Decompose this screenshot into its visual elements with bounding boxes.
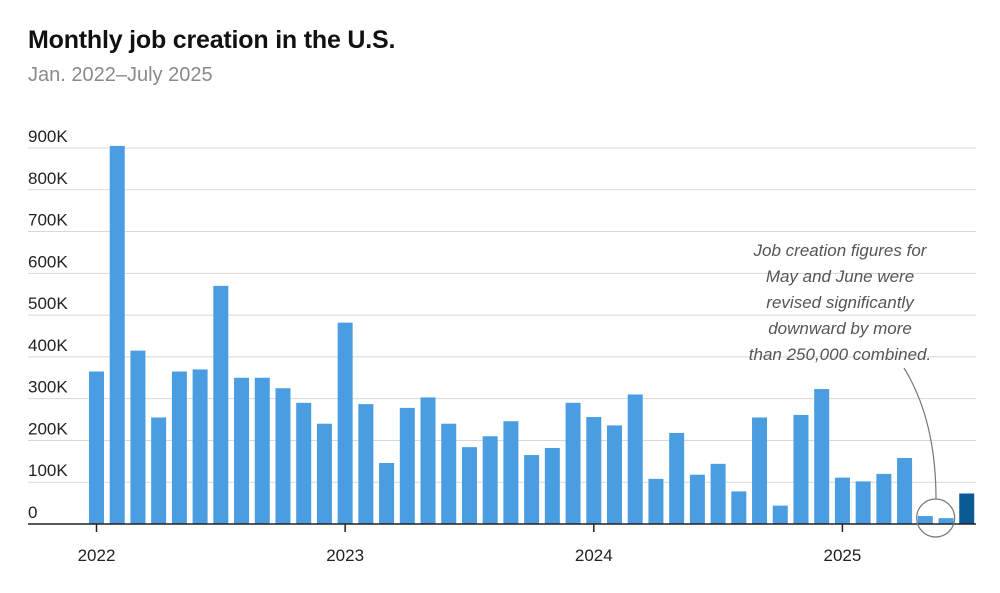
bar-2024-01 — [586, 417, 602, 524]
annotation-leader-line — [903, 367, 937, 500]
x-axis-ticks: 2022 2023 2024 2025 — [78, 524, 862, 565]
bar-2023-03 — [379, 463, 395, 524]
bar-2023-12 — [565, 402, 581, 524]
bar-2024-12 — [814, 389, 830, 524]
y-tick-label: 500K — [28, 294, 68, 313]
bar-2023-07 — [461, 447, 477, 524]
y-tick-label: 0 — [28, 503, 37, 522]
bar-2023-09 — [503, 421, 519, 524]
annotation-text-line: revised significantly — [766, 293, 915, 312]
bars — [89, 145, 975, 524]
bar-2022-05 — [171, 371, 187, 524]
bar-2023-04 — [399, 407, 415, 524]
bar-2022-09 — [254, 377, 270, 524]
bar-2025-07 — [959, 493, 975, 524]
annotation-text-line: than 250,000 combined. — [749, 345, 931, 364]
x-tick-label: 2025 — [824, 546, 862, 565]
x-tick-label: 2024 — [575, 546, 613, 565]
bar-2024-04 — [648, 478, 664, 524]
bar-2025-01 — [834, 477, 850, 524]
y-tick-label: 300K — [28, 378, 68, 397]
bar-2024-02 — [607, 425, 622, 524]
bar-2022-02 — [109, 145, 125, 524]
bar-2022-03 — [130, 350, 146, 524]
bar-2024-10 — [772, 505, 788, 524]
bar-2023-11 — [544, 447, 560, 524]
gridlines — [28, 147, 976, 483]
y-tick-label: 800K — [28, 169, 68, 188]
bar-2022-06 — [192, 369, 208, 524]
y-tick-label: 200K — [28, 419, 68, 438]
annotation-text-line: May and June were — [766, 267, 914, 286]
bar-2023-10 — [524, 455, 540, 524]
y-tick-label: 900K — [28, 127, 68, 146]
bar-2024-03 — [627, 394, 643, 524]
bar-2024-11 — [793, 414, 809, 524]
annotation-circle — [916, 498, 956, 538]
bar-2024-06 — [689, 474, 705, 524]
bar-2023-05 — [420, 397, 436, 524]
bar-2025-03 — [876, 473, 892, 524]
chart-subtitle: Jan. 2022–July 2025 — [28, 64, 213, 86]
bar-2024-09 — [752, 417, 768, 524]
y-axis-ticks: 0 100K 200K 300K 400K 500K 600K 700K 800K 900K — [28, 127, 68, 522]
bar-2022-12 — [316, 423, 332, 524]
x-tick-label: 2022 — [78, 546, 116, 565]
y-tick-label: 100K — [28, 461, 68, 480]
y-tick-label: 700K — [28, 211, 68, 230]
bar-2024-08 — [731, 491, 747, 524]
annotation-text-line: downward by more — [768, 319, 912, 338]
bar-2023-02 — [358, 404, 374, 524]
y-tick-label: 600K — [28, 252, 68, 271]
annotation: Job creation figures for May and June wer… — [749, 241, 956, 538]
bar-2022-01 — [89, 371, 104, 524]
bar-2022-08 — [234, 377, 250, 524]
bar-2022-07 — [213, 285, 229, 524]
bar-2023-06 — [441, 423, 457, 524]
bar-2022-11 — [296, 402, 312, 524]
bar-2023-01 — [337, 322, 353, 524]
bar-2025-04 — [897, 457, 913, 524]
bar-2023-08 — [482, 436, 498, 524]
bar-2024-07 — [710, 463, 726, 524]
bar-2025-02 — [855, 481, 871, 524]
annotation-text-line: Job creation figures for — [753, 241, 928, 260]
x-tick-label: 2023 — [326, 546, 364, 565]
bar-2025-06 — [938, 518, 954, 524]
bar-2022-10 — [275, 388, 291, 524]
bar-2024-05 — [669, 432, 685, 524]
y-tick-label: 400K — [28, 336, 68, 355]
bar-2025-05 — [917, 516, 933, 524]
chart-title: Monthly job creation in the U.S. — [28, 26, 396, 54]
bar-2022-04 — [151, 417, 167, 524]
